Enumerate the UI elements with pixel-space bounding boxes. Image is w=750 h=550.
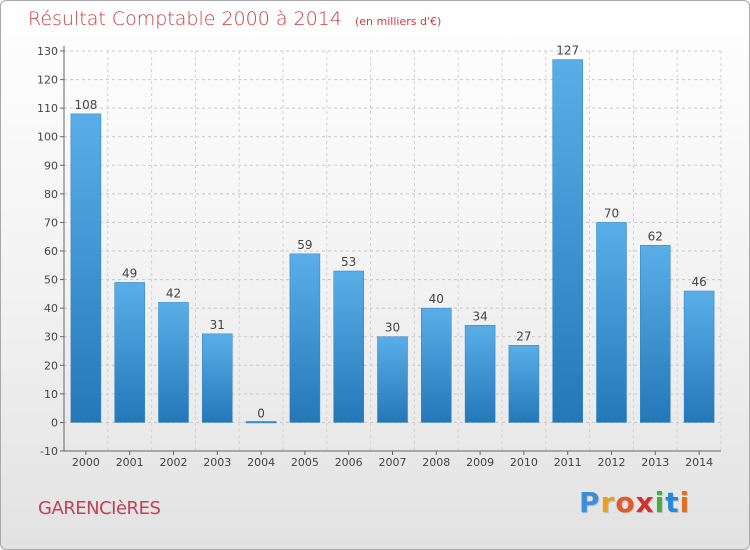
logo-letter: t: [665, 486, 680, 519]
x-tick-label: 2008: [422, 456, 450, 469]
y-tick-label: 60: [44, 245, 58, 258]
y-tick-label: 100: [37, 131, 58, 144]
bar-data-label: 46: [691, 275, 706, 289]
label-layer: -10 0 10 20 30 40 50 60 70 80 90 100 110 120 130 108 200…: [37, 44, 713, 469]
bar-data-label: 108: [74, 98, 97, 112]
y-tick-label: 110: [37, 102, 58, 115]
bar: [377, 336, 408, 423]
bar-layer: [70, 59, 715, 424]
x-tick-label: 2004: [247, 456, 275, 469]
y-tick-label: 70: [44, 216, 58, 229]
x-tick-label: 2013: [641, 456, 669, 469]
logo-letter: r: [600, 486, 616, 519]
y-tick-label: 30: [44, 331, 58, 344]
x-tick-label: 2001: [116, 456, 144, 469]
x-tick-label: 2000: [72, 456, 100, 469]
logo-letter: i: [654, 486, 666, 519]
bar-data-label: 59: [297, 238, 312, 252]
bar: [552, 59, 583, 423]
x-tick-label: 2007: [379, 456, 407, 469]
logo-letter: o: [615, 486, 636, 519]
bar: [114, 282, 145, 423]
chart-title: Résultat Comptable 2000 à 2014: [28, 8, 342, 30]
y-tick-label: 120: [37, 74, 58, 87]
x-tick-label: 2005: [291, 456, 319, 469]
bar-data-label: 127: [556, 44, 579, 58]
x-tick-label: 2002: [160, 456, 188, 469]
commune-name: GARENCIèRES: [38, 498, 161, 519]
logo-letter: i: [679, 486, 691, 519]
y-tick-label: 0: [51, 416, 58, 429]
bar-data-label: 0: [257, 406, 265, 420]
bar-data-label: 49: [122, 266, 137, 280]
bar: [464, 325, 496, 423]
y-tick-label: 90: [44, 159, 58, 172]
x-tick-label: 2010: [510, 456, 538, 469]
bar-data-label: 34: [472, 309, 487, 323]
chart-title-row: Résultat Comptable 2000 à 2014 (en milli…: [28, 8, 441, 30]
y-tick-label: 40: [44, 302, 58, 315]
x-tick-label: 2012: [598, 456, 626, 469]
y-tick-label: 20: [44, 359, 58, 372]
proxiti-logo: Proxiti: [579, 486, 690, 519]
bar: [683, 290, 715, 423]
bar: [596, 222, 627, 423]
bar: [158, 302, 189, 423]
y-tick-label: -10: [40, 445, 58, 458]
bar: [421, 307, 452, 423]
y-tick-label: 10: [44, 388, 58, 401]
bar-data-label: 31: [210, 318, 225, 332]
bar: [202, 333, 233, 423]
chart-unit: (en milliers d'€): [354, 15, 442, 28]
y-tick-label: 50: [44, 274, 58, 287]
logo-letter: P: [579, 486, 601, 519]
bar: [70, 113, 102, 423]
bar-data-label: 27: [516, 329, 531, 343]
logo-letter: x: [635, 486, 655, 519]
bar-data-label: 42: [166, 286, 181, 300]
x-tick-label: 2009: [466, 456, 494, 469]
y-tick-label: 80: [44, 188, 58, 201]
bar-data-label: 62: [648, 229, 663, 243]
bar: [333, 270, 364, 423]
x-tick-label: 2014: [685, 456, 713, 469]
x-tick-label: 2003: [203, 456, 231, 469]
bar-data-label: 30: [385, 321, 400, 335]
bar: [289, 253, 321, 423]
bar-data-label: 70: [604, 206, 619, 220]
bar: [640, 245, 671, 423]
bar: [245, 421, 277, 424]
bar-data-label: 40: [429, 292, 444, 306]
x-tick-label: 2006: [335, 456, 363, 469]
bar-data-label: 53: [341, 255, 356, 269]
y-tick-label: 130: [37, 45, 58, 58]
x-tick-label: 2011: [554, 456, 582, 469]
bar: [508, 345, 540, 423]
